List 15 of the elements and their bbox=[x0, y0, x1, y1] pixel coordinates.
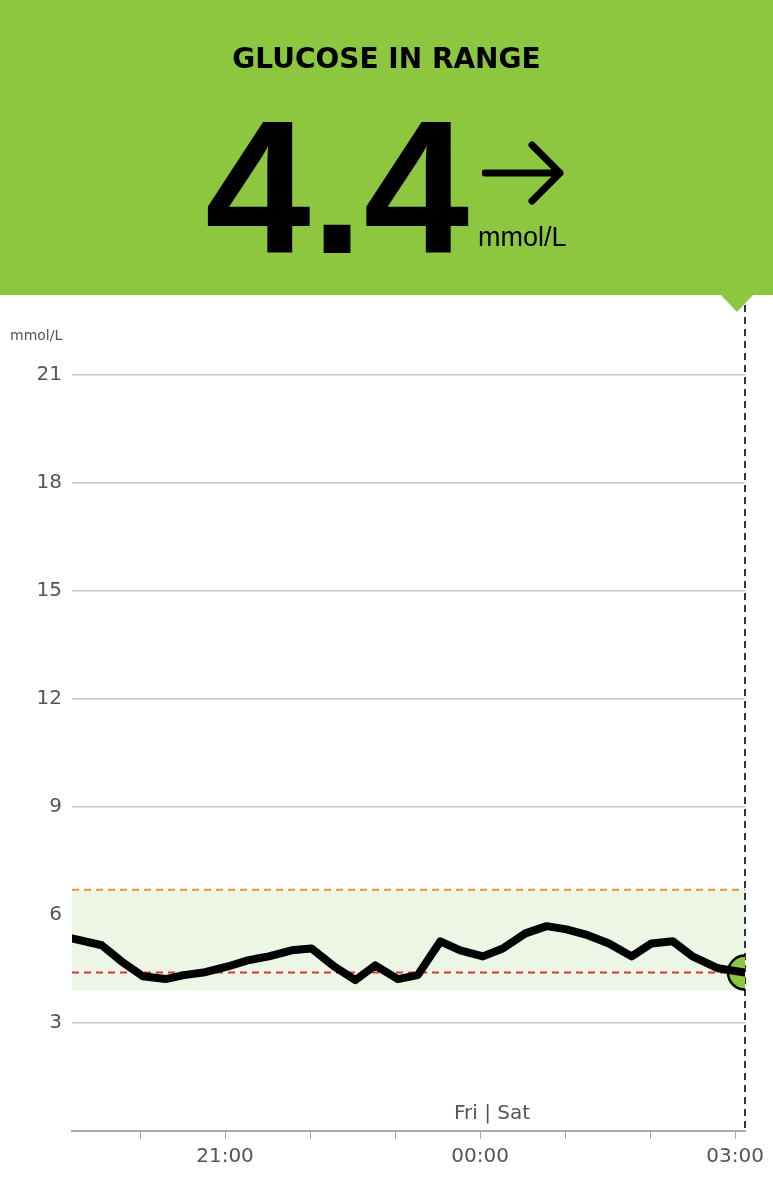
text: mmol/L bbox=[478, 222, 567, 253]
x-tick-label: 21:00 bbox=[196, 1143, 254, 1168]
x-tick-label: 00:00 bbox=[451, 1143, 509, 1168]
chart-subtitle: 4.4 bbox=[205, 81, 470, 293]
x-tick-label: 03:00 bbox=[706, 1143, 764, 1168]
y-tick-label: 6 bbox=[49, 901, 62, 926]
y-axis-title: mmol/L bbox=[10, 327, 63, 343]
y-tick-label: 18 bbox=[36, 469, 62, 494]
y-tick-label: 3 bbox=[49, 1009, 62, 1034]
chart-title: GLUCOSE IN RANGE bbox=[231, 42, 542, 75]
annotation: Fri | Sat bbox=[454, 1100, 531, 1124]
y-tick-label: 21 bbox=[36, 361, 62, 386]
y-tick-label: 12 bbox=[36, 685, 62, 710]
y-tick-label: 9 bbox=[49, 793, 62, 818]
y-tick-label: 15 bbox=[36, 577, 62, 602]
